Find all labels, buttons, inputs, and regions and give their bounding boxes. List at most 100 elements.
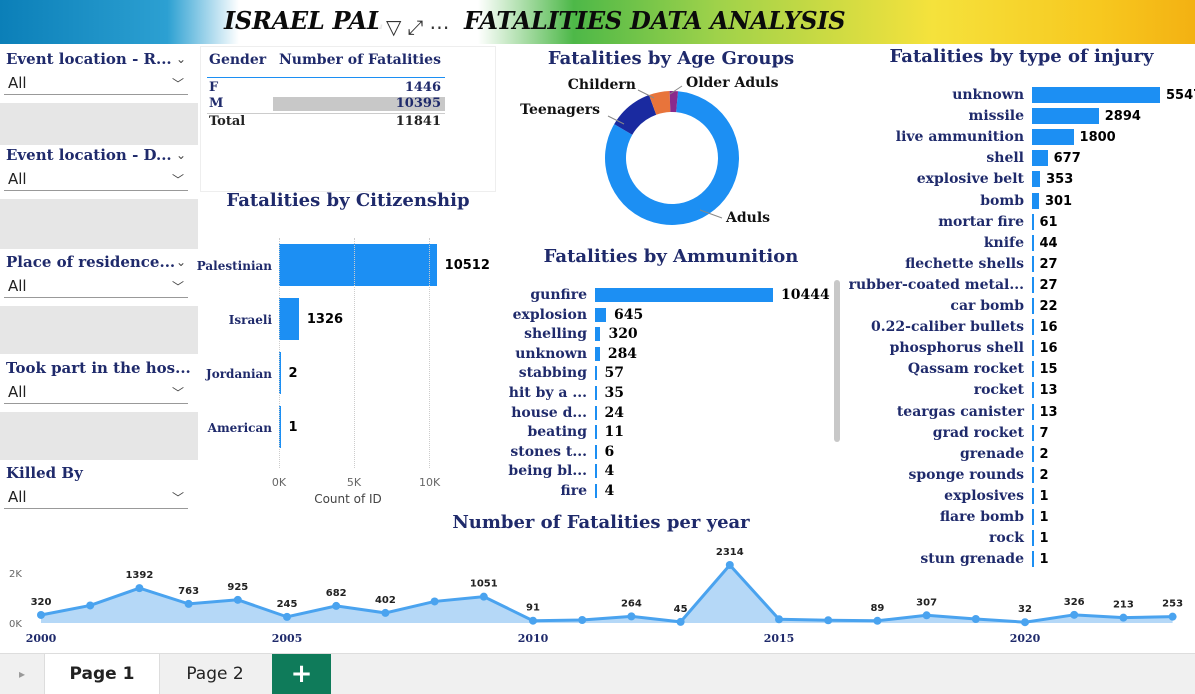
- area-chart-svg: 0K 2K 320 1392 763 925 245 682 402 1051 91 264 45 231…: [9, 547, 1183, 645]
- data-label: 245: [277, 599, 298, 610]
- tab-page-1[interactable]: Page 1: [44, 654, 160, 694]
- bar: [1032, 509, 1034, 525]
- data-label: 320: [31, 597, 52, 608]
- focus-mode-icon[interactable]: ⤢: [407, 15, 424, 39]
- slicer-spacer: [0, 103, 198, 145]
- table-row[interactable]: M 10395: [207, 96, 445, 112]
- data-label: 253: [1162, 599, 1183, 610]
- scrollbar[interactable]: [834, 280, 840, 442]
- slicer-dropdown[interactable]: All ﹀: [4, 486, 188, 509]
- filter-icon[interactable]: ▽: [386, 15, 402, 39]
- data-label: 320: [608, 326, 638, 343]
- category-label: stun grenade: [920, 551, 1024, 568]
- data-point: [86, 601, 95, 610]
- gridline: [429, 238, 430, 468]
- tab-page-2[interactable]: Page 2: [158, 654, 272, 694]
- table-total-row: Total 11841: [207, 113, 445, 130]
- donut-slice: [614, 95, 657, 135]
- slicer-dropdown[interactable]: All ﹀: [4, 72, 188, 95]
- bar: [1032, 424, 1034, 441]
- injury-chart: Fatalities by type of injury unknown 5547…: [848, 44, 1195, 574]
- tick-label: 0K: [271, 476, 287, 489]
- bar: [1032, 171, 1041, 188]
- data-label: 2: [288, 366, 298, 381]
- bar: [1032, 192, 1039, 209]
- data-label: 24: [604, 404, 624, 421]
- category-label: rock: [989, 530, 1024, 547]
- page-tab-bar: ▸ Page 1 Page 2 +: [0, 653, 1195, 694]
- bar: [1032, 108, 1099, 125]
- bar: [1032, 213, 1034, 230]
- category-label: sponge rounds: [908, 466, 1025, 483]
- slice-label: Childern: [568, 77, 636, 93]
- leader-line: [637, 89, 655, 99]
- slicer-value: All: [8, 383, 27, 401]
- data-bar: [273, 97, 445, 111]
- x-axis-label: Count of ID: [314, 492, 382, 506]
- data-label: 645: [613, 306, 644, 323]
- data-point: [430, 597, 439, 606]
- category-label: house d...: [511, 404, 587, 421]
- data-label: 677: [1053, 151, 1081, 167]
- slicer-dropdown[interactable]: All ﹀: [4, 275, 188, 298]
- data-label: 89: [870, 603, 884, 614]
- chevron-down-icon: ﹀: [171, 172, 184, 187]
- total-label: Total: [209, 114, 246, 129]
- chart-title: Fatalities by Age Groups: [547, 48, 795, 69]
- data-point: [37, 610, 45, 619]
- category-label: Palestinian: [196, 259, 272, 273]
- citizenship-chart: Fatalities by Citizenship Palestinian 105…: [196, 186, 496, 510]
- data-point: [381, 608, 390, 617]
- scroll-left-icon[interactable]: ▸: [18, 667, 26, 681]
- donut-svg: Aduls Teenagers Childern Older Aduls: [520, 75, 778, 226]
- data-label: 284: [607, 345, 638, 362]
- bar: [1032, 298, 1034, 314]
- table-header-gender: Gender: [209, 52, 267, 68]
- tick-label: 10K: [419, 476, 441, 489]
- add-page-button[interactable]: +: [272, 654, 331, 694]
- chevron-down-icon[interactable]: ⌄: [175, 255, 186, 269]
- table-row[interactable]: F 1446: [207, 80, 445, 96]
- category-label: explosives: [944, 487, 1024, 504]
- data-label: 326: [1064, 597, 1085, 608]
- more-options-icon[interactable]: ⋯: [429, 15, 450, 39]
- category-label: mortar fire: [938, 213, 1024, 230]
- donut-slice: [669, 91, 679, 113]
- data-label: 27: [1039, 277, 1058, 293]
- category-label: grad rocket: [932, 424, 1024, 441]
- bar: [1032, 319, 1034, 336]
- age-groups-chart: Fatalities by Age Groups Aduls Teenagers C…: [496, 46, 846, 246]
- category-label: stabbing: [518, 365, 587, 382]
- bar: [595, 366, 597, 381]
- data-label: 353: [1046, 172, 1074, 188]
- bar: [595, 327, 601, 342]
- data-label: 264: [621, 598, 642, 609]
- data-label: 2894: [1104, 109, 1141, 125]
- data-label: 763: [178, 586, 199, 597]
- data-label: 1: [1039, 552, 1049, 568]
- slicer-took-part-in-hostilities: Took part in the hos... All ﹀: [0, 354, 198, 460]
- data-label: 1051: [470, 579, 498, 590]
- data-label: 22: [1039, 299, 1058, 314]
- data-label: 44: [1039, 235, 1058, 251]
- slicer-dropdown[interactable]: All ﹀: [4, 381, 188, 404]
- data-label: 11: [604, 424, 624, 441]
- category-label: hit by a ...: [508, 385, 587, 401]
- slicer-dropdown[interactable]: All ﹀: [4, 168, 188, 191]
- data-label: 402: [375, 595, 396, 606]
- bar: [1032, 551, 1034, 568]
- data-point: [184, 599, 193, 608]
- data-point: [1119, 613, 1128, 622]
- slicer-title: Event location - D...: [6, 146, 172, 164]
- chevron-down-icon[interactable]: ⌄: [175, 52, 186, 66]
- data-label: 682: [326, 588, 347, 599]
- data-point: [578, 615, 587, 624]
- x-tick-label: 2005: [272, 632, 303, 645]
- category-label: live ammunition: [895, 129, 1024, 146]
- bar: [279, 244, 437, 286]
- data-label: 1392: [125, 570, 153, 581]
- x-tick-label: 2015: [764, 632, 795, 645]
- chevron-down-icon[interactable]: ⌄: [175, 148, 186, 162]
- bar: [595, 484, 597, 498]
- chevron-down-icon: ﹀: [171, 490, 184, 505]
